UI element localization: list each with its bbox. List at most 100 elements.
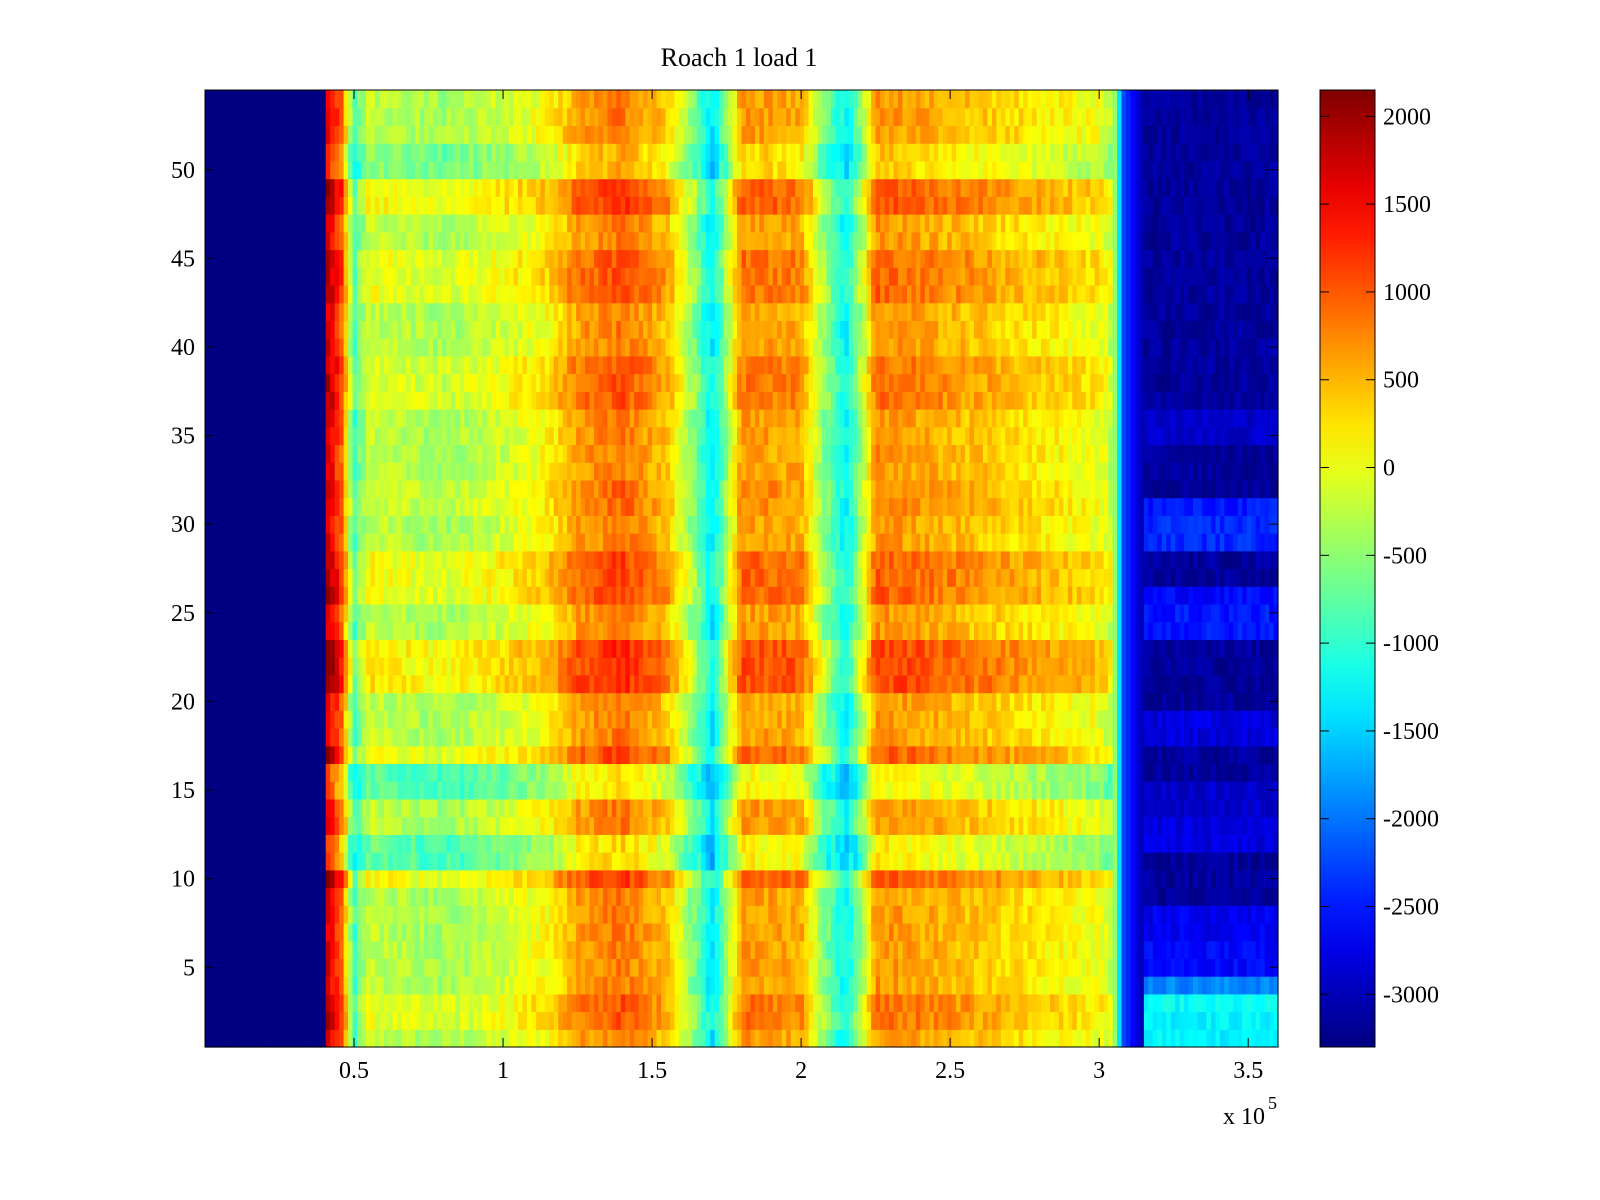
heatmap-cell <box>1005 905 1011 924</box>
heatmap-cell <box>236 993 242 1013</box>
heatmap-cell <box>517 887 524 906</box>
heatmap-cell <box>379 674 385 694</box>
heatmap-cell <box>1273 976 1279 995</box>
heatmap-cell <box>1264 993 1270 1013</box>
heatmap-cell <box>245 745 251 765</box>
heatmap-cell <box>589 976 595 995</box>
heatmap-cell <box>477 869 483 889</box>
heatmap-cell <box>522 993 528 1013</box>
heatmap-cell <box>504 852 510 871</box>
heatmap-cell <box>1215 728 1221 747</box>
heatmap-cell <box>750 745 756 765</box>
heatmap-cell <box>428 905 434 924</box>
heatmap-cell <box>683 1011 689 1030</box>
heatmap-cell <box>620 798 626 818</box>
heatmap-cell <box>1090 728 1096 747</box>
heatmap-cell <box>669 887 676 906</box>
heatmap-cell <box>553 710 559 729</box>
heatmap-cell <box>1121 922 1127 942</box>
heatmap-cell <box>249 728 255 747</box>
heatmap-cell <box>343 834 349 853</box>
heatmap-cell <box>1014 887 1020 906</box>
heatmap-cell <box>383 976 389 995</box>
heatmap-cell <box>1103 852 1109 871</box>
heatmap-cell <box>728 958 734 977</box>
heatmap-cell <box>339 781 345 800</box>
heatmap-cell <box>504 781 510 800</box>
heatmap-cell <box>795 958 801 977</box>
heatmap-cell <box>991 869 997 889</box>
heatmap-cell <box>339 674 345 694</box>
heatmap-cell <box>419 745 425 765</box>
heatmap-cell <box>419 798 425 818</box>
heatmap-cell <box>683 922 689 942</box>
heatmap-cell <box>629 745 635 765</box>
heatmap-cell <box>817 728 823 747</box>
heatmap-cell <box>1112 993 1118 1013</box>
heatmap-cell <box>741 674 747 694</box>
heatmap-cell <box>419 993 425 1013</box>
heatmap-cell <box>357 816 363 835</box>
heatmap-cell <box>1228 887 1234 906</box>
heatmap-cell <box>495 958 501 977</box>
heatmap-cell <box>942 922 948 942</box>
heatmap-cell <box>307 940 313 959</box>
heatmap-cell <box>392 692 398 711</box>
heatmap-cell <box>281 958 287 977</box>
heatmap-cell <box>401 674 407 694</box>
heatmap-cell <box>956 1029 962 1048</box>
heatmap-cell <box>410 852 416 871</box>
heatmap-cell <box>370 940 376 959</box>
heatmap-cell <box>531 905 537 924</box>
heatmap-cell <box>889 1029 895 1048</box>
heatmap-cell <box>853 1029 859 1048</box>
heatmap-cell <box>611 976 617 995</box>
heatmap-cell <box>991 834 997 853</box>
heatmap-cell <box>897 1029 904 1048</box>
heatmap-cell <box>880 798 886 818</box>
heatmap-cell <box>1269 993 1275 1013</box>
heatmap-cell <box>754 763 760 782</box>
heatmap-cell <box>464 728 470 747</box>
heatmap-cell <box>674 940 680 959</box>
heatmap-cell <box>249 710 255 729</box>
heatmap-cell <box>790 710 796 729</box>
heatmap-cell <box>795 1011 801 1030</box>
heatmap-cell <box>330 993 336 1013</box>
heatmap-cell <box>491 869 497 889</box>
heatmap-cell <box>254 993 260 1013</box>
heatmap-cell <box>799 1011 805 1030</box>
heatmap-cell <box>911 798 917 818</box>
heatmap-cell <box>683 834 689 853</box>
heatmap-cell <box>267 763 273 782</box>
heatmap-cell <box>1023 745 1029 765</box>
heatmap-cell <box>915 763 921 782</box>
heatmap-cell <box>276 781 282 800</box>
heatmap-cell <box>826 887 832 906</box>
heatmap-cell <box>656 816 662 835</box>
heatmap-cell <box>294 976 300 995</box>
heatmap-cell <box>325 993 331 1013</box>
heatmap-cell <box>1193 834 1199 853</box>
heatmap-cell <box>804 958 810 977</box>
heatmap-cell <box>589 728 595 747</box>
heatmap-cell <box>1072 798 1078 818</box>
heatmap-cell <box>652 869 658 889</box>
heatmap-cell <box>1023 993 1029 1013</box>
heatmap-cell <box>884 816 890 835</box>
heatmap-cell <box>737 852 743 871</box>
heatmap-cell <box>813 763 819 782</box>
heatmap-cell <box>334 710 340 729</box>
heatmap-cell <box>781 728 787 747</box>
heatmap-cell <box>1005 781 1011 800</box>
heatmap-cell <box>616 940 622 959</box>
heatmap-cell <box>714 710 720 729</box>
heatmap-cell <box>1242 958 1248 977</box>
heatmap-cell <box>482 887 488 906</box>
heatmap-cell <box>942 710 948 729</box>
heatmap-cell <box>897 763 904 782</box>
heatmap-cell <box>1148 692 1154 711</box>
heatmap-cell <box>441 710 448 729</box>
heatmap-cell <box>996 816 1002 835</box>
heatmap-cell <box>737 887 743 906</box>
